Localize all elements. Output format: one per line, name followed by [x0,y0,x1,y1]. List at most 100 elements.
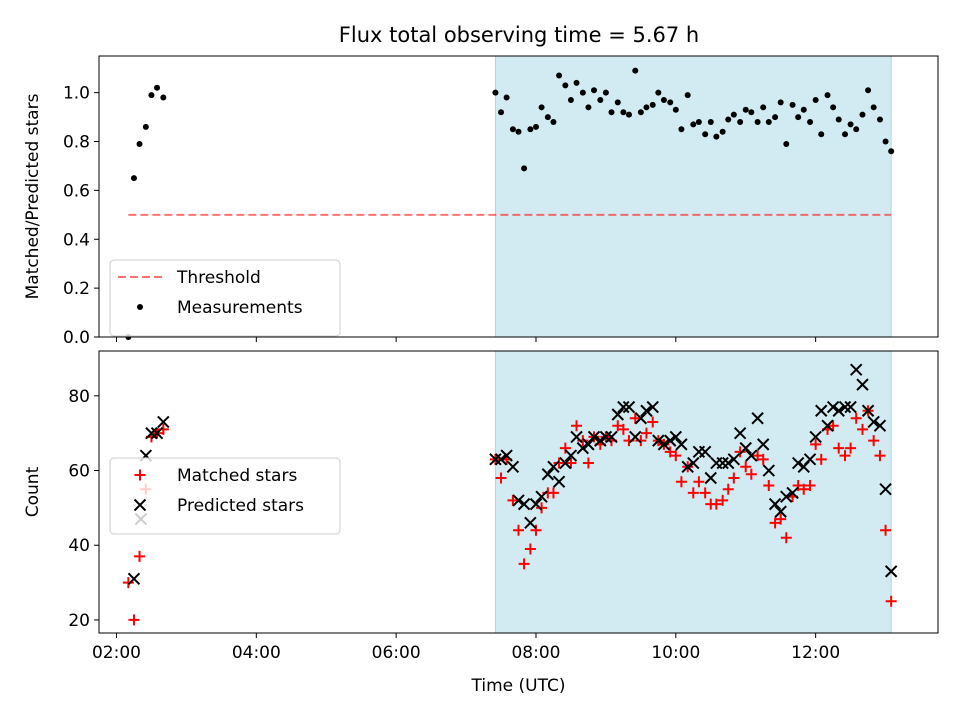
y-tick-label: 80 [68,387,90,407]
data-point [637,109,644,116]
legend-label: Measurements [177,298,303,318]
data-point [640,404,653,417]
data-point [547,460,560,473]
data-point [128,614,140,626]
data-point [783,140,790,147]
data-point [536,502,548,514]
data-point [617,423,629,435]
data-point [599,430,613,444]
data-point [524,516,537,530]
data-point [795,114,802,121]
axes-frame [98,55,939,338]
data-point [757,453,769,465]
data-point [725,116,732,123]
data-point [678,126,685,133]
data-point [127,572,141,586]
data-point [622,400,636,414]
data-point [157,415,170,429]
data-point [559,442,571,454]
data-point [888,148,895,155]
x-tick-label: 10:00 [651,643,700,663]
data-point [792,479,804,491]
data-point [762,464,776,477]
data-point [550,118,557,125]
axes-frame [98,350,939,634]
data-point [690,121,697,128]
legend-box [109,259,341,337]
data-point [620,109,627,116]
data-point [716,456,729,470]
data-point [760,104,767,111]
data-point [733,426,747,440]
data-point [492,89,499,96]
data-point [833,442,845,454]
data-point [625,111,632,118]
y-axis-label: Matched/Predicted stars [23,93,43,299]
data-point [521,165,528,172]
data-point [655,89,662,96]
data-point [824,92,831,99]
data-point [885,595,897,607]
data-point [734,446,746,458]
y-tick-label: 0.8 [63,133,90,153]
data-point [838,400,852,414]
data-point [821,419,834,432]
data-point [597,96,604,103]
data-point [798,483,810,495]
data-point [853,126,860,133]
data-point [579,89,586,96]
data-point [812,96,819,103]
data-point [541,468,555,481]
data-point [614,99,621,106]
x-tick-label: 08:00 [511,643,560,663]
observing-window-shade [494,55,892,338]
data-point [737,118,744,125]
data-point [527,126,534,133]
data-point [605,430,618,444]
data-point [861,404,875,417]
data-point [745,449,758,462]
data-point [728,472,740,484]
panel-bottom: 20 40 60 80 02:00 04:00 06:00 08:00 10:00 12:00 Co… [23,350,939,696]
data-point [512,494,525,507]
data-point [134,550,146,562]
data-point [570,430,583,444]
data-point [564,449,578,462]
data-point [160,94,167,101]
data-point [547,487,559,499]
data-point [122,577,134,589]
series-predicted-stars [127,363,898,586]
data-point [503,94,510,101]
data-point [827,420,839,432]
data-point [657,438,671,451]
data-point [687,487,699,499]
data-point [515,128,522,135]
data-point [868,435,880,447]
y-tick-label: 0.6 [63,181,90,201]
data-point [693,476,705,488]
data-point [647,416,659,428]
data-point [752,450,764,462]
data-point [675,438,688,451]
data-point [775,513,787,525]
data-point [769,517,781,529]
data-point [884,565,898,578]
legend: Matched stars Predicted stars [109,457,341,535]
data-point [856,378,869,391]
data-point [859,111,866,118]
legend-marker [133,498,147,512]
data-point [699,487,711,499]
data-point [635,435,647,447]
data-point [695,118,702,125]
data-point [524,543,536,555]
data-point [576,441,590,455]
data-point [742,106,749,113]
legend-label: Predicted stars [177,496,304,516]
data-point [830,104,837,111]
data-point [612,420,624,432]
data-point [815,453,827,465]
data-point [587,430,601,444]
data-point [565,457,577,469]
legend-box [109,457,341,535]
